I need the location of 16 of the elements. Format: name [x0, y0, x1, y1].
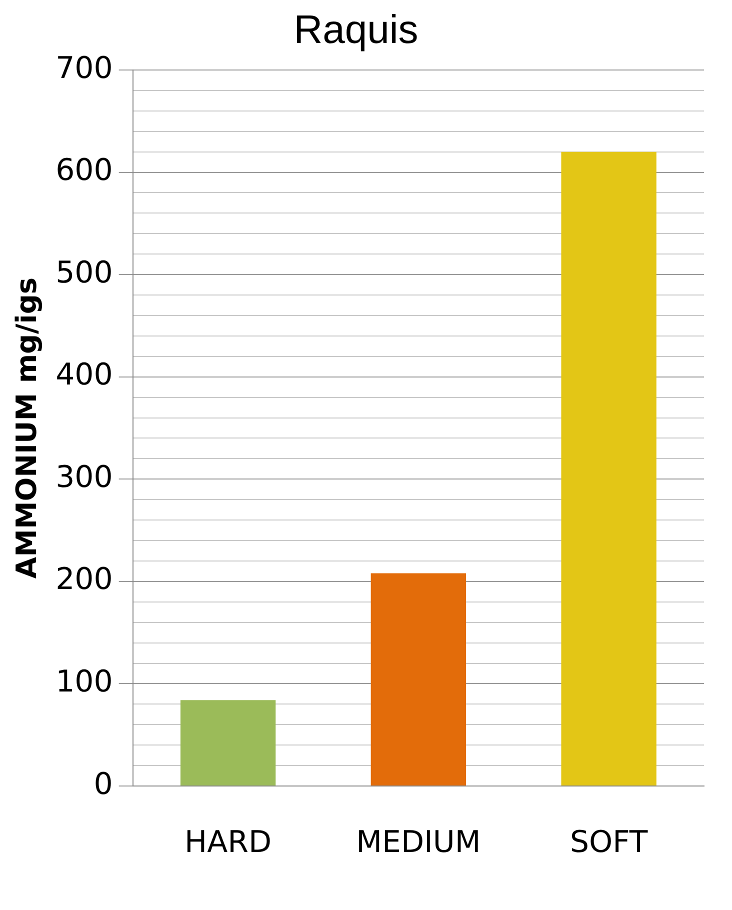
- bar: [370, 573, 466, 786]
- y-tick-label: 500: [56, 255, 113, 290]
- y-tick-label: 700: [56, 50, 113, 86]
- y-tick-label: 400: [56, 358, 113, 393]
- y-tick-label: 0: [94, 766, 113, 802]
- y-tick-label: 600: [56, 153, 113, 188]
- bar: [561, 152, 656, 786]
- y-axis-title: AMMONIUM mg/igs: [10, 277, 44, 579]
- x-tick-label: HARD: [184, 824, 272, 860]
- y-tick-label: 200: [56, 562, 113, 598]
- y-tick-label: 300: [56, 460, 113, 495]
- y-tick-label: 100: [56, 664, 113, 700]
- bar: [180, 700, 276, 786]
- x-tick-label: SOFT: [570, 824, 648, 860]
- x-tick-label: MEDIUM: [356, 824, 481, 860]
- chart-title: Raquis: [294, 8, 418, 52]
